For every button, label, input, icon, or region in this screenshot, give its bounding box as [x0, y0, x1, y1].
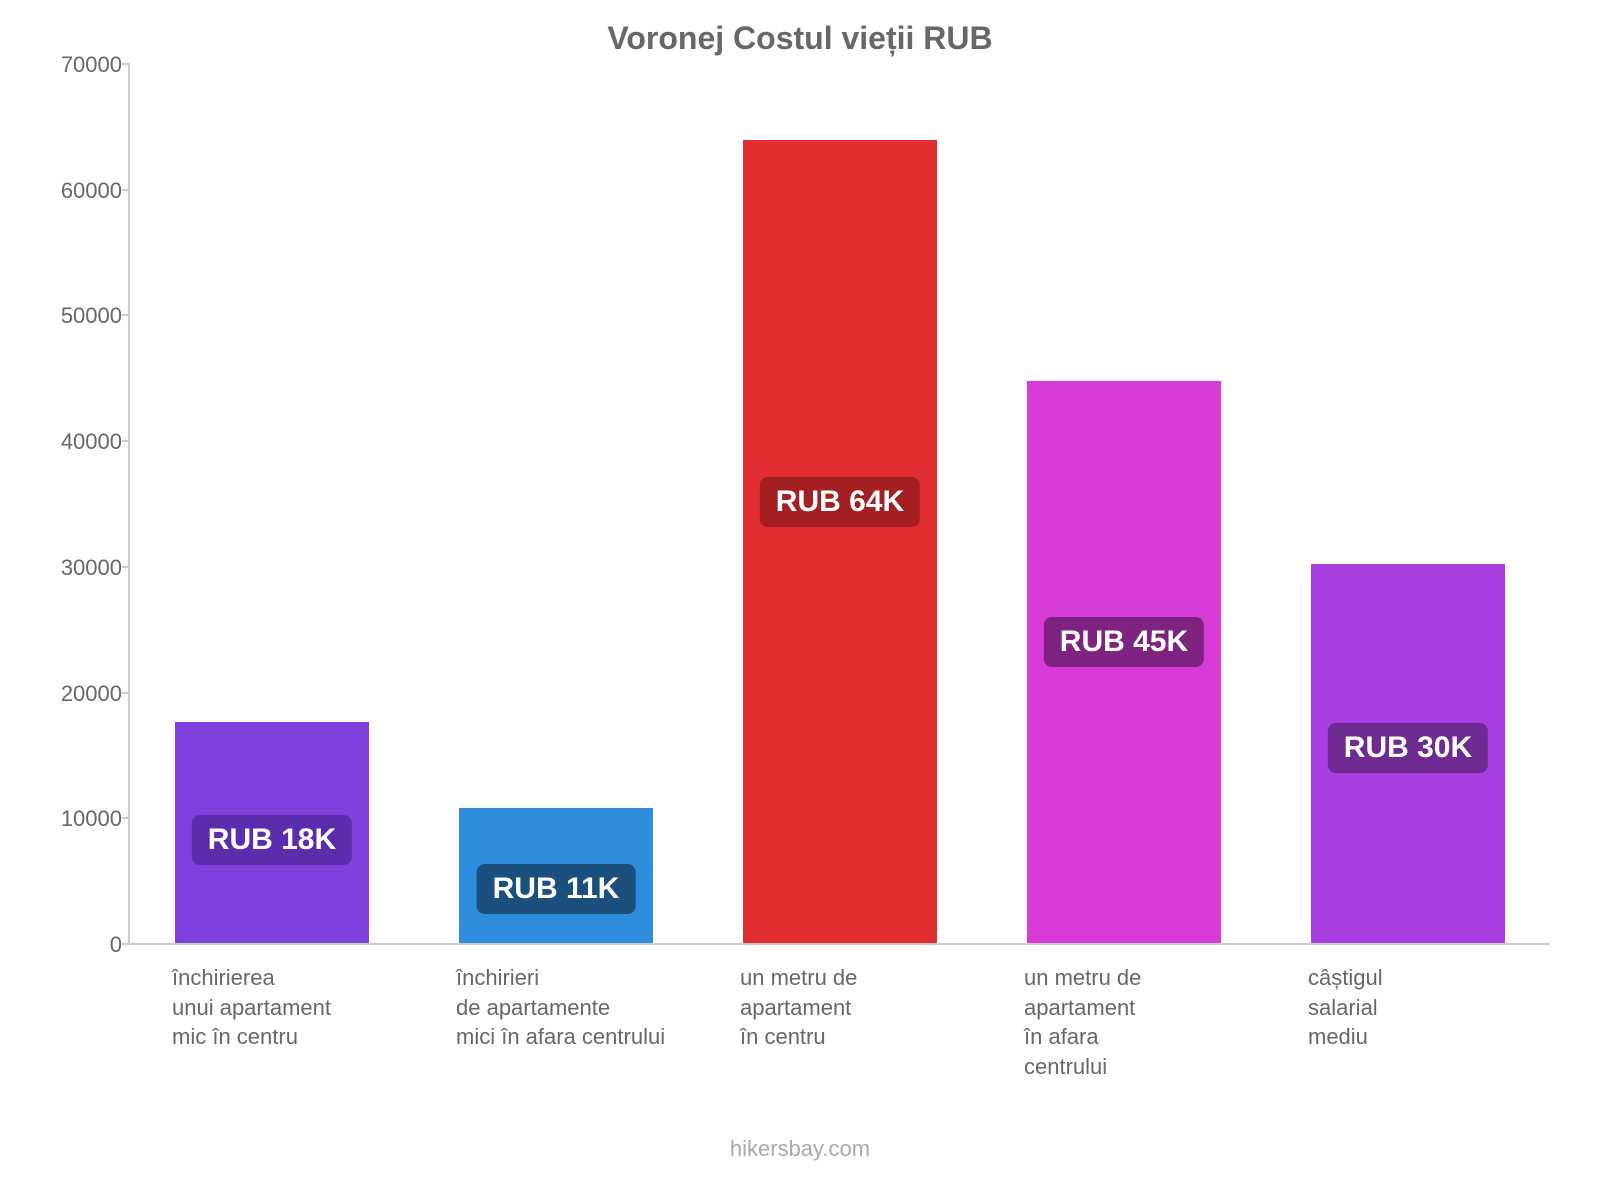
y-tick-mark — [122, 692, 130, 694]
bar-slot: RUB 30K — [1266, 65, 1550, 943]
x-category-line: închirieri — [456, 963, 690, 993]
x-axis: închiriereaunui apartamentmic în centruî… — [130, 945, 1550, 1082]
bar-slot: RUB 64K — [698, 65, 982, 943]
x-category-line: salarial — [1308, 993, 1542, 1023]
plot-area: RUB 18K RUB 11K RUB 64K RUB 45K RUB 30K — [130, 65, 1550, 945]
chart-title: Voronej Costul vieții RUB — [40, 20, 1560, 57]
bar-value-label: RUB 45K — [1044, 617, 1204, 667]
y-axis: 010000200003000040000500006000070000 — [40, 65, 130, 945]
x-category-label: un metru de apartamentîn afaracentrului — [982, 963, 1266, 1082]
y-tick-mark — [122, 440, 130, 442]
chart-container: Voronej Costul vieții RUB 0 10000 20000 300… — [40, 20, 1560, 1120]
y-tick-label: 40000 — [42, 429, 122, 455]
bar-value-label: RUB 64K — [760, 477, 920, 527]
bar: RUB 11K — [459, 808, 652, 943]
bar: RUB 18K — [175, 722, 368, 943]
y-tick-label: 10000 — [42, 806, 122, 832]
bar: RUB 45K — [1027, 381, 1220, 943]
bar-slot: RUB 11K — [414, 65, 698, 943]
x-category-line: în afara — [1024, 1022, 1258, 1052]
x-category-line: unui apartament — [172, 993, 406, 1023]
y-tick-label: 50000 — [42, 303, 122, 329]
x-category-line: mici în afara centrului — [456, 1022, 690, 1052]
attribution-text: hikersbay.com — [0, 1136, 1600, 1162]
x-category-line: mic în centru — [172, 1022, 406, 1052]
x-category-line: un metru de apartament — [740, 963, 974, 1022]
y-tick-mark — [122, 817, 130, 819]
y-tick-mark — [122, 943, 130, 945]
y-tick-mark — [122, 189, 130, 191]
y-tick-label: 0 — [42, 932, 122, 958]
x-category-line: câștigul — [1308, 963, 1542, 993]
plot-area-wrap: 010000200003000040000500006000070000 RUB… — [40, 65, 1560, 945]
x-category-line: de apartamente — [456, 993, 690, 1023]
x-category-line: închirierea — [172, 963, 406, 993]
y-tick-label: 30000 — [42, 555, 122, 581]
y-tick-mark — [122, 314, 130, 316]
bar-slot: RUB 18K — [130, 65, 414, 943]
x-category-line: în centru — [740, 1022, 974, 1052]
bar-value-label: RUB 11K — [477, 864, 636, 914]
bar-value-label: RUB 30K — [1328, 723, 1488, 773]
bar: RUB 30K — [1311, 564, 1504, 943]
bar: RUB 64K — [743, 140, 936, 943]
bar-slot: RUB 45K — [982, 65, 1266, 943]
x-category-line: centrului — [1024, 1052, 1258, 1082]
x-category-line: un metru de apartament — [1024, 963, 1258, 1022]
x-category-label: un metru de apartamentîn centru — [698, 963, 982, 1082]
bar-value-label: RUB 18K — [192, 815, 352, 865]
y-tick-label: 70000 — [42, 52, 122, 78]
x-category-label: câștigulsalarialmediu — [1266, 963, 1550, 1082]
y-tick-label: 20000 — [42, 681, 122, 707]
bars-group: RUB 18K RUB 11K RUB 64K RUB 45K RUB 30K — [130, 65, 1550, 943]
y-tick-mark — [122, 566, 130, 568]
y-tick-label: 60000 — [42, 178, 122, 204]
x-category-line: mediu — [1308, 1022, 1542, 1052]
x-category-label: închirieride apartamentemici în afara ce… — [414, 963, 698, 1082]
y-tick-mark — [122, 63, 130, 65]
x-category-label: închiriereaunui apartamentmic în centru — [130, 963, 414, 1082]
